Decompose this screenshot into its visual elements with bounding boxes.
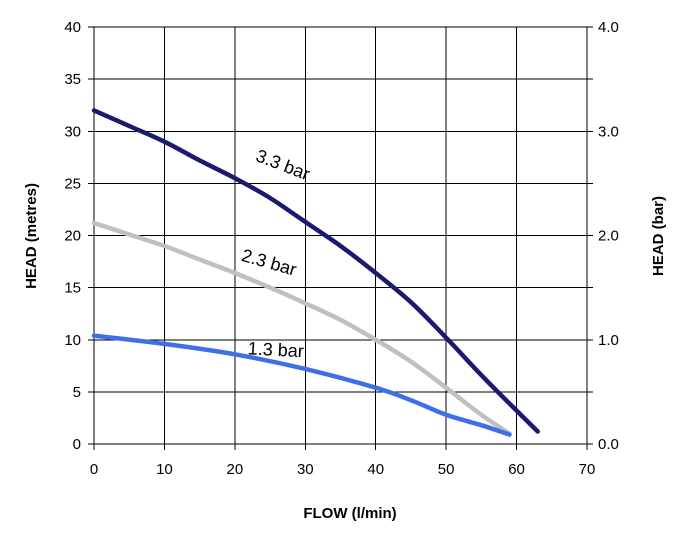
y2-tick-label: 1.0	[598, 332, 619, 349]
grid	[88, 26, 593, 450]
series-labels: 3.3 bar 2.3 bar 1.3 bar	[239, 145, 312, 361]
x-tick-label: 70	[579, 461, 596, 478]
x-tick-label: 30	[297, 461, 314, 478]
y-tick-label: 0	[73, 436, 81, 453]
y2-tick-label: 3.0	[598, 123, 619, 140]
y2-tick-label: 4.0	[598, 19, 619, 36]
y2-tick-label: 0.0	[598, 436, 619, 453]
y-tick-label: 25	[64, 175, 81, 192]
series-line-2	[91, 333, 512, 437]
y-tick-label: 5	[73, 384, 81, 401]
x-tick-label: 40	[367, 461, 384, 478]
y-tick-label: 40	[64, 19, 81, 36]
y-tick-labels: 0 5 10 15 20 25 30 35 40	[64, 19, 81, 453]
x-tick-labels: 0 10 20 30 40 50 60 70	[90, 461, 596, 478]
series-label-1: 2.3 bar	[239, 245, 298, 280]
x-axis-title: FLOW (l/min)	[303, 505, 396, 522]
series-line-0	[91, 108, 540, 434]
x-tick-label: 60	[508, 461, 525, 478]
x-tick-label: 0	[90, 461, 98, 478]
series-lines	[91, 108, 540, 437]
y-tick-label: 35	[64, 71, 81, 88]
y-tick-label: 15	[64, 280, 81, 297]
y-tick-label: 10	[64, 332, 81, 349]
series-label-2: 1.3 bar	[247, 338, 304, 361]
series-label-0: 3.3 bar	[253, 145, 312, 184]
y-tick-label: 20	[64, 228, 81, 245]
series-line-1	[91, 220, 512, 436]
y2-axis-title: HEAD (bar)	[650, 196, 667, 276]
y-axis-title: HEAD (metres)	[23, 183, 40, 289]
x-tick-label: 50	[438, 461, 455, 478]
y2-tick-label: 2.0	[598, 228, 619, 245]
x-tick-label: 20	[227, 461, 244, 478]
y2-tick-labels: 0.0 1.0 2.0 3.0 4.0	[598, 19, 619, 453]
x-tick-label: 10	[156, 461, 173, 478]
y-tick-label: 30	[64, 123, 81, 140]
